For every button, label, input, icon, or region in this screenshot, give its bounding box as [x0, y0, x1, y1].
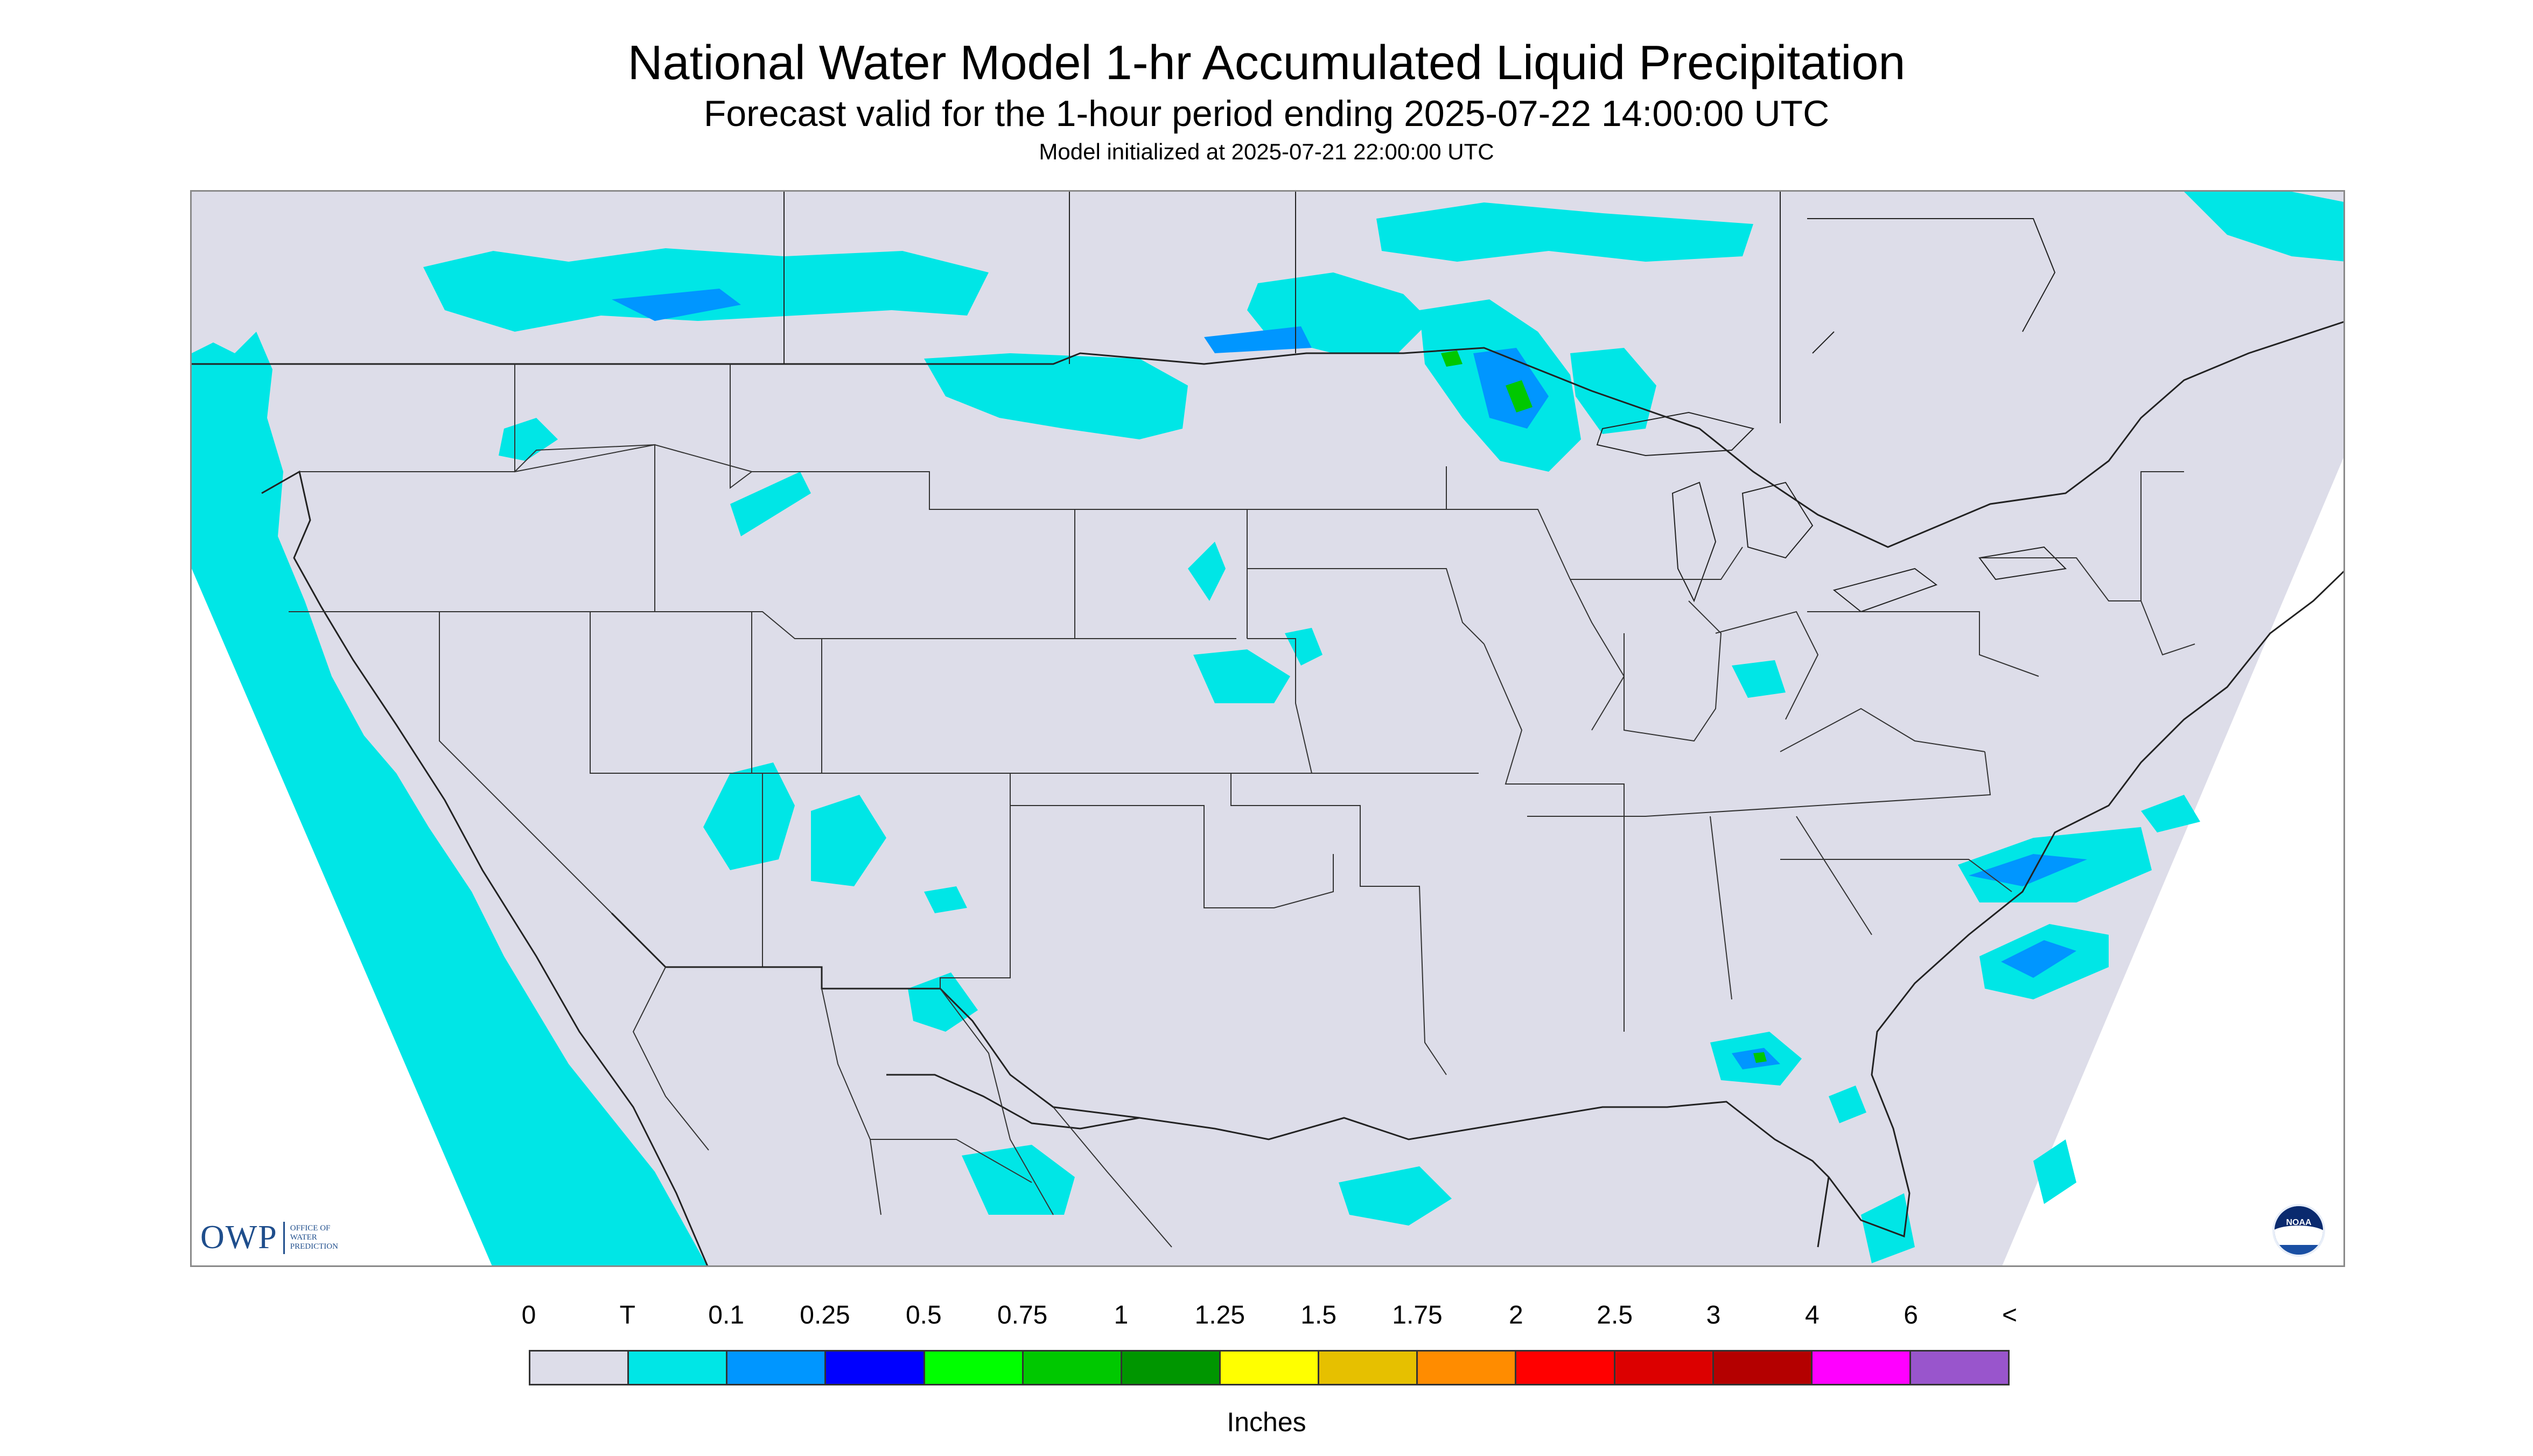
legend-label: 3 [1706, 1301, 1721, 1329]
legend-swatch [826, 1352, 925, 1384]
legend-swatch [530, 1352, 629, 1384]
legend-label: 1.5 [1300, 1301, 1337, 1329]
legend-label: 6 [1904, 1301, 1919, 1329]
map-canvas [192, 192, 2343, 1265]
legend-swatch [1911, 1352, 2009, 1384]
legend-swatch [1220, 1352, 1320, 1384]
legend-swatch [1122, 1352, 1221, 1384]
noaa-logo: NOAA [2272, 1204, 2325, 1257]
noaa-logo-label: NOAA [2286, 1218, 2312, 1227]
owp-logo-letters: OWP [200, 1219, 278, 1256]
us-canada-border [192, 321, 2343, 548]
legend-label: 2 [1508, 1301, 1523, 1329]
legend-label: 1 [1114, 1301, 1129, 1329]
west-coastline [261, 470, 709, 1265]
legend-swatch [925, 1352, 1024, 1384]
pacific-ocean-precip [192, 332, 707, 1265]
precip-northern-tier [423, 192, 2343, 601]
east-coastline [1828, 570, 2343, 1238]
legend-label: T [619, 1301, 635, 1329]
model-init-caption: Model initialized at 2025-07-21 22:00:00… [1039, 139, 1494, 164]
legend-label: 0 [521, 1301, 536, 1329]
great-lakes [1596, 411, 2067, 613]
owp-logo-divider [283, 1221, 285, 1254]
legend-label: < [2002, 1301, 2018, 1329]
state-boundaries [289, 364, 2195, 1075]
legend-units: Inches [1227, 1407, 1306, 1437]
mexico-state-lines [632, 967, 1172, 1248]
legend-swatch [727, 1352, 827, 1384]
legend-label: 0.5 [905, 1301, 942, 1329]
precip-central-plains [1193, 628, 1786, 703]
legend-swatch [1023, 1352, 1122, 1384]
legend-label: 4 [1804, 1301, 1820, 1329]
legend-swatch [1418, 1352, 1517, 1384]
owp-logo-text: OFFICE OF WATER PREDICTION [290, 1224, 338, 1251]
legend-swatch [1516, 1352, 1615, 1384]
us-mexico-border [611, 912, 1140, 1119]
precip-northern-tier-heavy [1441, 351, 1533, 412]
legend-swatch [1615, 1352, 1714, 1384]
map-title: National Water Model 1-hr Accumulated Li… [627, 36, 1906, 90]
owp-logo-line2: WATER [290, 1233, 317, 1242]
precipitation-map: OWP OFFICE OF WATER PREDICTION NOAA [190, 190, 2345, 1267]
legend-swatch [1713, 1352, 1813, 1384]
legend-labels: 0 T 0.1 0.25 0.5 0.75 1 1.25 1.5 1.75 2 2.5 3 4 6 < [0, 1300, 2533, 1338]
owp-logo-line1: OFFICE OF [290, 1224, 331, 1233]
owp-logo: OWP OFFICE OF WATER PREDICTION [200, 1219, 338, 1257]
legend-label: 1.75 [1392, 1301, 1443, 1329]
legend-swatch [1319, 1352, 1418, 1384]
no-data-region-right [2002, 458, 2343, 1265]
legend-label: 0.75 [997, 1301, 1048, 1329]
precip-southwest [703, 762, 1075, 1215]
legend-label: 2.5 [1597, 1301, 1633, 1329]
canada-province-lines [783, 192, 2056, 423]
owp-logo-line3: PREDICTION [290, 1242, 338, 1251]
forecast-valid-subtitle: Forecast valid for the 1-hour period end… [703, 93, 1830, 134]
legend-colorbar [529, 1350, 2010, 1385]
precip-southeast-heavy [1753, 1052, 1767, 1063]
legend-swatch [629, 1352, 728, 1384]
legend-label: 1.25 [1194, 1301, 1245, 1329]
legend-label: 0.1 [708, 1301, 745, 1329]
legend-label: 0.25 [800, 1301, 850, 1329]
noaa-logo-wave [2275, 1226, 2323, 1245]
gulf-coastline [886, 1074, 1830, 1248]
legend-swatch [1812, 1352, 1911, 1384]
